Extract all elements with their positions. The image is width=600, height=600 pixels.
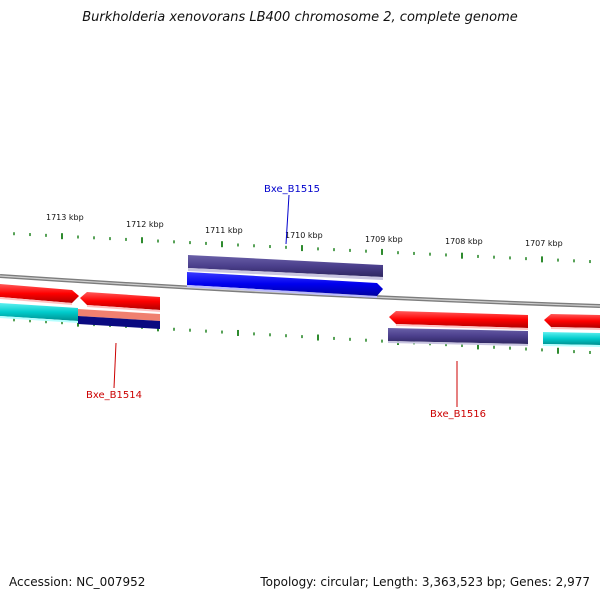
ruler-label-1708: 1708 kbp	[445, 237, 483, 246]
gene-bar-bxe-b1514-dark[interactable]	[78, 316, 160, 329]
gene-label-bxe-b1515[interactable]: Bxe_B1515	[264, 184, 320, 195]
ruler-ticks-top	[13, 232, 591, 264]
map-title: Burkholderia xenovorans LB400 chromosome…	[82, 10, 518, 25]
pointer-line-bxe-b1514	[113, 342, 117, 389]
ruler-label-1707: 1707 kbp	[525, 239, 563, 248]
cds-arrow-bxe-b1514[interactable]	[80, 292, 160, 310]
rna-bar-left[interactable]	[0, 303, 78, 321]
cds-arrow-bxe-b1516[interactable]	[389, 311, 528, 328]
ruler-label-1712: 1712 kbp	[126, 220, 164, 229]
genome-summary-text: Topology: circular; Length: 3,363,523 bp…	[260, 575, 590, 589]
gene-bar-bxe-b1516[interactable]	[388, 328, 528, 344]
ruler-label-1713: 1713 kbp	[46, 213, 84, 222]
gene-label-bxe-b1514[interactable]: Bxe_B1514	[86, 390, 142, 401]
gene-bar-bxe-b1514[interactable]	[78, 309, 160, 321]
accession-text: Accession: NC_007952	[9, 575, 146, 589]
gene-bar-bxe-b1515[interactable]	[188, 255, 383, 277]
ruler-label-1709: 1709 kbp	[365, 235, 403, 244]
cds-arrow-right-edge[interactable]	[544, 314, 600, 328]
ruler-label-1710: 1710 kbp	[285, 231, 323, 240]
pointer-line-bxe-b1515	[285, 194, 290, 245]
cds-arrow-bxe-b1515[interactable]	[187, 272, 383, 296]
gene-label-bxe-b1516[interactable]: Bxe_B1516	[430, 409, 486, 420]
rna-bar-right-edge[interactable]	[543, 332, 600, 345]
cds-arrow-left-forward[interactable]	[0, 284, 79, 303]
ruler-label-1711: 1711 kbp	[205, 226, 243, 235]
